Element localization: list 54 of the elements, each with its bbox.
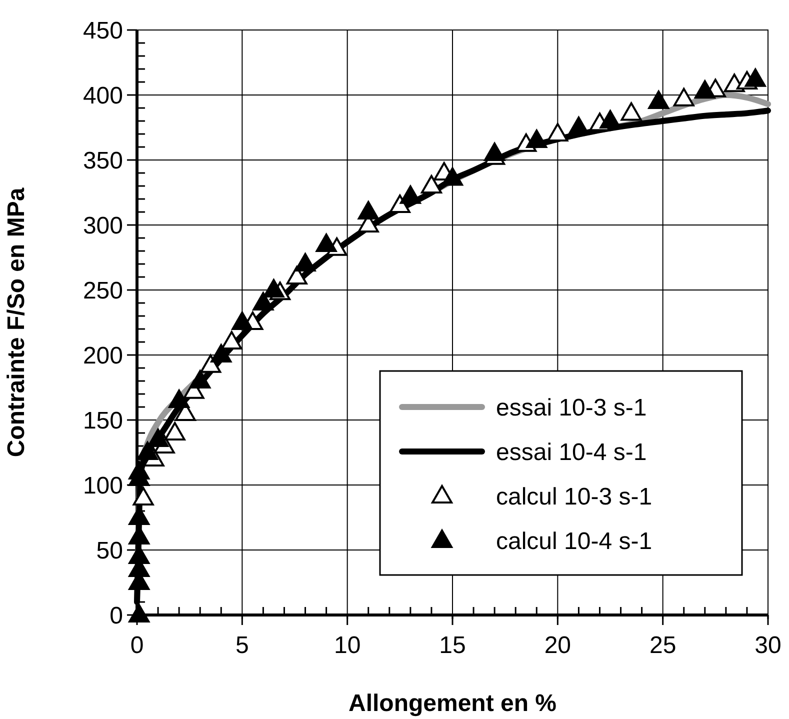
point	[400, 185, 421, 204]
point	[252, 292, 274, 310]
y-tick-label: 0	[110, 602, 123, 630]
x-tick-label: 30	[754, 632, 782, 659]
point	[128, 461, 150, 480]
y-tick-label: 250	[82, 277, 123, 304]
point	[358, 201, 379, 220]
y-tick-label: 150	[82, 407, 123, 434]
point	[221, 331, 242, 350]
point	[263, 279, 284, 298]
y-tick-label: 50	[96, 537, 123, 564]
point	[420, 175, 442, 194]
point	[442, 167, 463, 186]
x-tick-label: 20	[544, 632, 572, 659]
x-tick-label: 25	[649, 632, 676, 659]
point	[164, 422, 186, 440]
point	[648, 90, 670, 109]
point	[547, 123, 568, 142]
y-tick-label: 200	[82, 342, 123, 370]
point	[484, 142, 506, 161]
point	[132, 487, 154, 506]
x-tick-label: 15	[439, 632, 466, 659]
legend-label: essai 10-4 s-1	[496, 438, 647, 466]
x-axis-title: Allongement en %	[348, 690, 557, 717]
point	[200, 354, 222, 373]
point	[620, 102, 642, 121]
point	[744, 68, 766, 87]
point	[168, 390, 190, 408]
point	[286, 266, 308, 284]
point	[210, 344, 232, 362]
x-tick-label: 0	[130, 632, 144, 659]
point	[294, 253, 316, 272]
y-tick-label: 450	[82, 17, 123, 44]
legend-label: calcul 10-3 s-1	[496, 483, 652, 510]
point	[600, 110, 621, 128]
y-tick-label: 400	[82, 82, 123, 110]
x-tick-label: 10	[334, 632, 361, 659]
legend-label: calcul 10-4 s-1	[496, 528, 652, 555]
point	[389, 194, 410, 213]
legend-label: essai 10-3 s-1	[496, 394, 647, 422]
point	[694, 80, 716, 99]
y-tick-label: 300	[82, 212, 123, 240]
point	[526, 130, 548, 148]
y-tick-label: 100	[82, 472, 123, 500]
point	[673, 88, 694, 106]
y-tick-label: 350	[82, 147, 123, 174]
point	[316, 234, 337, 252]
point	[148, 428, 169, 447]
point	[190, 370, 211, 388]
point	[128, 604, 150, 622]
point	[232, 312, 253, 330]
x-tick-label: 5	[235, 632, 249, 659]
point	[137, 442, 158, 460]
y-axis-title: Contrainte F/So en MPa	[3, 187, 30, 458]
